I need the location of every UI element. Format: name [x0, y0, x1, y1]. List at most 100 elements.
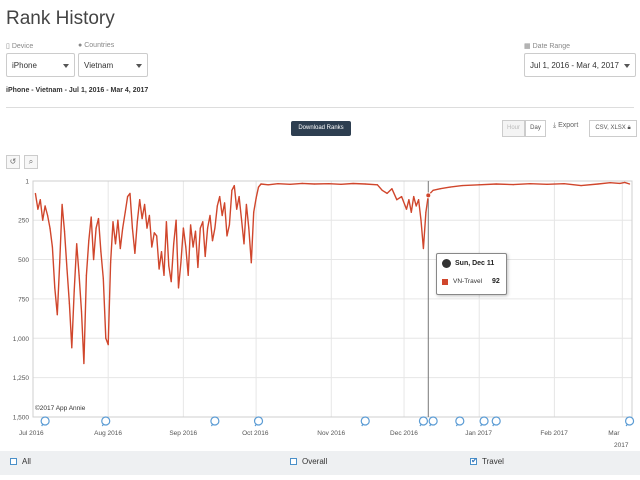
date-range-select[interactable]: Jul 1, 2016 - Mar 4, 2017: [524, 53, 636, 77]
rank-chart-svg: Jul 2016 Aug 2016 Sep 2016 Oct 2016 Nov 2016…: [13, 179, 635, 449]
data-point: [478, 184, 480, 186]
data-point: [226, 235, 228, 237]
data-point: [141, 218, 143, 220]
data-point: [187, 274, 189, 276]
series-legend: All Overall Travel: [0, 451, 640, 475]
x-tick-label: Dec 2016: [390, 430, 418, 437]
data-point: [110, 262, 112, 264]
event-marker-tail: [455, 423, 459, 427]
y-tick-label: 1,250: [13, 375, 30, 382]
zoom-button[interactable]: ⌕: [24, 155, 38, 169]
countries-label: ● Countries: [78, 42, 115, 49]
data-point: [628, 183, 631, 185]
device-value: iPhone: [12, 61, 37, 70]
event-marker-tail: [254, 423, 258, 427]
data-point: [71, 347, 73, 349]
checkbox[interactable]: [10, 458, 17, 465]
rank-chart[interactable]: Jul 2016 Aug 2016 Sep 2016 Oct 2016 Nov 2016…: [0, 172, 640, 452]
tooltip-value: 92: [492, 278, 500, 285]
data-point: [202, 221, 204, 223]
calendar-icon: ▦: [524, 43, 531, 50]
data-point: [59, 262, 61, 264]
device-select[interactable]: iPhone: [6, 53, 75, 77]
data-point: [209, 214, 211, 217]
hour-toggle[interactable]: Hour: [502, 120, 525, 137]
data-point: [211, 240, 214, 242]
hover-point: [425, 192, 432, 199]
data-point: [257, 186, 260, 188]
event-marker-icon: [491, 416, 501, 426]
data-point: [95, 227, 97, 229]
chevron-down-icon: [63, 64, 69, 68]
data-point: [340, 183, 342, 185]
data-point: [221, 214, 223, 217]
data-point: [199, 227, 201, 229]
data-point: [624, 181, 626, 184]
data-point: [78, 274, 80, 276]
data-point: [44, 205, 46, 207]
data-point: [73, 290, 75, 292]
data-point: [114, 243, 117, 245]
data-point: [122, 227, 124, 229]
event-marker-icon: [428, 416, 438, 426]
event-marker-icon: [479, 416, 489, 426]
countries-select[interactable]: Vietnam: [78, 53, 148, 77]
data-point: [168, 265, 170, 267]
report-subtitle: iPhone - Vietnam - Jul 1, 2016 - Mar 4, …: [6, 87, 149, 94]
data-point: [156, 235, 158, 237]
data-point: [42, 219, 44, 221]
data-point: [160, 251, 163, 253]
data-point: [255, 197, 257, 199]
legend-item-travel[interactable]: Travel: [470, 456, 504, 466]
data-point: [512, 184, 514, 186]
reset-zoom-button[interactable]: ↺: [6, 155, 20, 169]
checkbox[interactable]: [290, 458, 297, 465]
data-point: [112, 221, 114, 223]
data-point: [432, 189, 434, 191]
event-marker-icon: [101, 416, 111, 426]
data-point: [192, 246, 194, 248]
legend-item-all[interactable]: All: [10, 457, 31, 466]
data-point: [248, 227, 250, 229]
download-ranks-button[interactable]: Download Ranks: [291, 121, 351, 136]
countries-value: Vietnam: [84, 61, 114, 70]
x-tick-label: Mar: [608, 430, 620, 437]
globe-icon: ●: [78, 42, 83, 49]
series-swatch: [442, 279, 448, 285]
event-marker-tail: [361, 423, 364, 427]
event-marker-tail: [429, 423, 432, 427]
data-point: [410, 211, 412, 213]
checkbox-checked[interactable]: [470, 456, 478, 465]
data-point: [102, 277, 104, 280]
event-marker-icon: [253, 416, 264, 426]
event-marker-tail: [419, 423, 422, 427]
data-point: [313, 183, 315, 185]
csv-xlsx-button[interactable]: CSV, XLSX 🔒︎: [589, 120, 637, 137]
data-point: [364, 183, 366, 185]
data-point: [93, 258, 95, 261]
data-point: [139, 199, 141, 201]
x-tick-label: Jul 2016: [19, 430, 44, 437]
download-icon: ⤓: [553, 122, 557, 129]
data-point: [80, 310, 83, 313]
event-marker-icon: [360, 416, 370, 426]
data-point: [415, 205, 417, 207]
data-point: [185, 246, 187, 248]
data-point: [175, 219, 177, 221]
day-toggle[interactable]: Day: [525, 120, 546, 137]
data-point: [90, 216, 92, 218]
data-point: [301, 182, 303, 184]
data-point: [461, 184, 463, 187]
y-tick-label: 1,500: [13, 415, 30, 422]
data-point: [396, 199, 398, 201]
data-point: [401, 195, 403, 198]
data-point: [134, 252, 136, 254]
data-point: [105, 337, 107, 339]
data-point: [197, 266, 199, 269]
data-point: [386, 192, 388, 195]
data-point: [83, 362, 85, 365]
data-point: [100, 251, 102, 253]
legend-item-overall[interactable]: Overall: [290, 457, 327, 466]
data-point: [126, 195, 129, 198]
data-point: [129, 192, 131, 195]
